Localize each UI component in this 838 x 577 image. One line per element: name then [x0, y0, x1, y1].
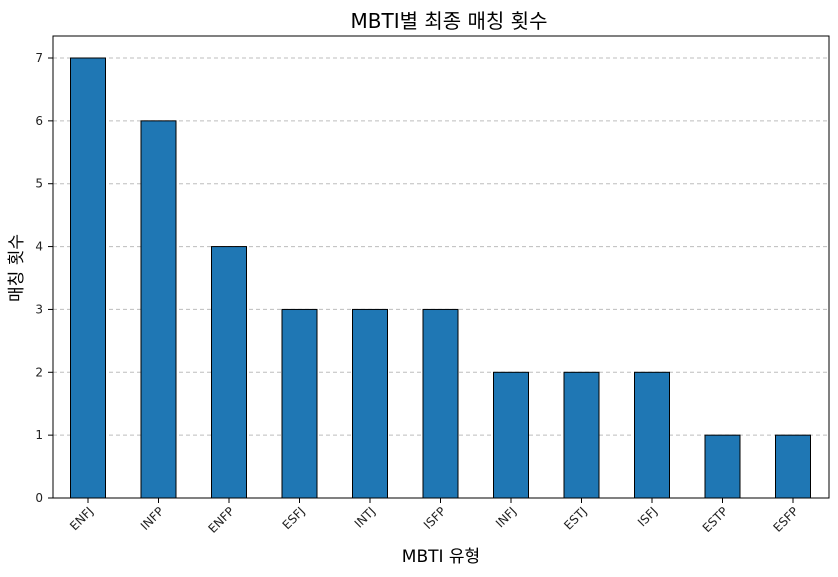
y-tick-label: 5: [35, 177, 43, 191]
y-tick-label: 6: [35, 114, 43, 128]
x-tick-label: ISFP: [421, 504, 449, 532]
y-tick-label: 4: [35, 240, 43, 254]
bar-isfj: [634, 371, 670, 499]
x-tick-label: ENFP: [206, 504, 238, 536]
chart-title: MBTI별 최종 매칭 횟수: [351, 9, 548, 33]
bar-esfp: [775, 434, 811, 499]
x-axis-label: MBTI 유형: [402, 547, 480, 567]
bar-estj: [563, 371, 600, 499]
bar-intj: [352, 308, 388, 499]
bars: [70, 57, 811, 499]
bar-esfj: [281, 308, 318, 499]
x-tick-label: ESFJ: [280, 504, 308, 532]
x-tick-label: INFJ: [493, 504, 519, 530]
y-tick-label: 1: [35, 428, 43, 442]
bar-enfj: [70, 57, 106, 499]
x-tick-label: ESFP: [770, 504, 801, 535]
x-axis: ENFJ INFP ENFP ESFJ INTJ ISFP INFJ ESTJ ISFJ ESTP…: [67, 498, 801, 536]
y-tick-label: 2: [35, 365, 43, 379]
x-tick-label: INFP: [138, 504, 167, 533]
bar-enfp: [211, 246, 247, 499]
bar-infj: [493, 371, 529, 499]
bar-infp: [140, 120, 177, 499]
y-tick-label: 3: [35, 302, 43, 316]
x-tick-label: ENFJ: [67, 504, 96, 533]
x-tick-label: ISFJ: [635, 504, 660, 529]
x-tick-label: INTJ: [352, 504, 378, 530]
bar-estp: [704, 434, 741, 499]
y-axis: 0 1 2 3 4 5 6 7: [35, 51, 53, 505]
y-axis-label: 매칭 횟수: [7, 234, 27, 302]
y-tick-label: 0: [35, 491, 43, 505]
bar-isfp: [422, 308, 459, 499]
x-tick-label: ESTJ: [561, 504, 589, 532]
x-tick-label: ESTP: [700, 504, 731, 535]
y-tick-label: 7: [35, 51, 43, 65]
